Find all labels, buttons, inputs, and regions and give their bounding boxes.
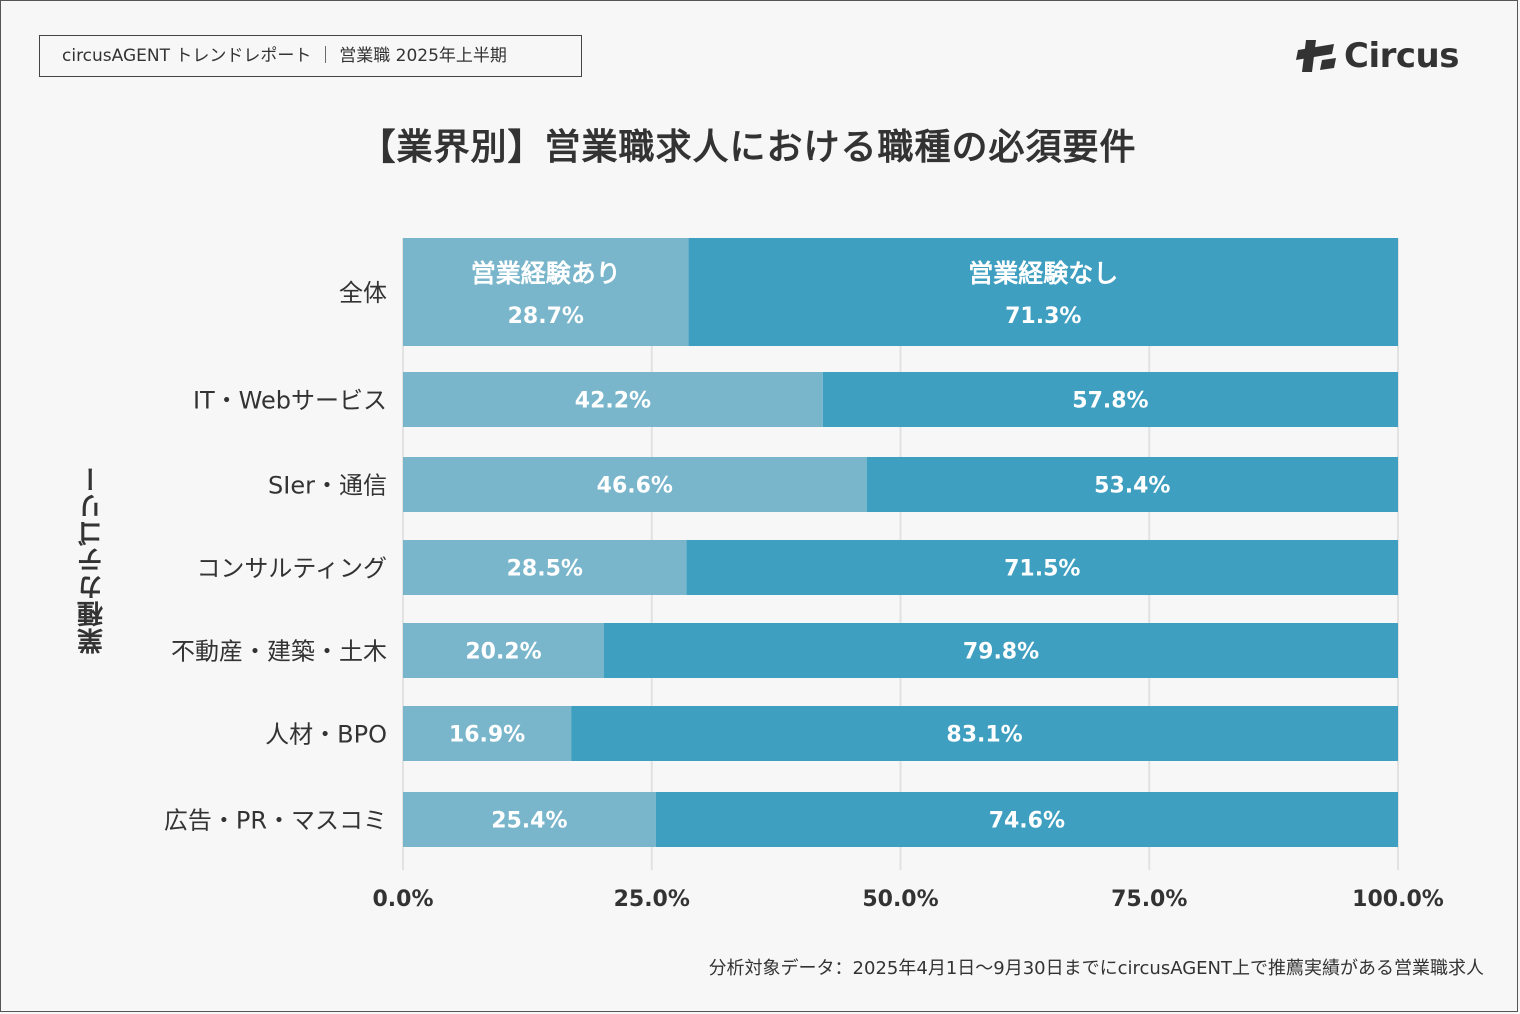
bar-without-experience-3 [686,540,1398,595]
bar-with-experience-2 [403,457,867,512]
x-tick-label-1: 25.0% [614,887,690,912]
report-label: circusAGENT トレンドレポート ｜ 営業職 2025年上半期 [39,35,582,77]
bar-with-experience-0 [403,238,689,346]
category-label-5: 人材・BPO [265,721,387,749]
footnote: 分析対象データ：2025年4月1日〜9月30日までにcircusAGENT上で推… [708,958,1484,979]
bar-without-experience-0 [688,238,1398,346]
data-label-without-3: 71.5% [1004,557,1080,582]
x-tick-label-3: 75.0% [1111,887,1187,912]
circus-logo-icon [1296,40,1336,72]
data-label-with-3: 28.5% [507,557,583,582]
bar-with-experience-5 [403,706,572,761]
data-label-without-2: 53.4% [1094,474,1170,499]
bar-with-experience-1 [403,372,823,427]
category-label-0: 全体 [339,279,387,307]
x-tick-label-2: 50.0% [862,887,938,912]
category-label-2: SIer・通信 [268,472,387,500]
data-label-with-4: 20.2% [465,640,541,665]
data-label-without-4: 79.8% [963,640,1039,665]
circus-logo: Circus [1296,34,1459,78]
chart-title: 【業界別】営業職求人における職種の必須要件 [359,127,1137,168]
category-label-3: コンサルティング [196,555,387,583]
x-tick-label-0: 0.0% [372,887,433,912]
bar-without-experience-4 [603,623,1398,678]
data-label-with-5: 16.9% [449,723,525,748]
data-label-with-0: 28.7% [508,304,584,329]
data-label-with-1: 42.2% [575,389,651,414]
data-label-with-2: 46.6% [597,474,673,499]
bar-without-experience-6 [655,792,1398,847]
bar-with-experience-6 [403,792,656,847]
category-label-4: 不動産・建築・土木 [171,638,387,666]
category-label-1: IT・Webサービス [193,387,387,415]
bar-with-experience-3 [403,540,687,595]
data-label-without-5: 83.1% [946,723,1022,748]
bar-with-experience-4 [403,623,604,678]
data-label-without-0: 71.3% [1005,304,1081,329]
data-label-without-6: 74.6% [989,809,1065,834]
data-label-with-6: 25.4% [491,809,567,834]
bar-without-experience-2 [866,457,1398,512]
x-tick-label-4: 100.0% [1352,887,1444,912]
legend-label-with-experience: 営業経験あり [471,259,621,288]
bar-without-experience-1 [822,372,1398,427]
data-label-without-1: 57.8% [1072,389,1148,414]
logo-text: Circus [1344,36,1459,76]
bar-without-experience-5 [571,706,1398,761]
legend-label-without-experience: 営業経験なし [968,259,1118,288]
category-label-6: 広告・PR・マスコミ [164,807,387,835]
